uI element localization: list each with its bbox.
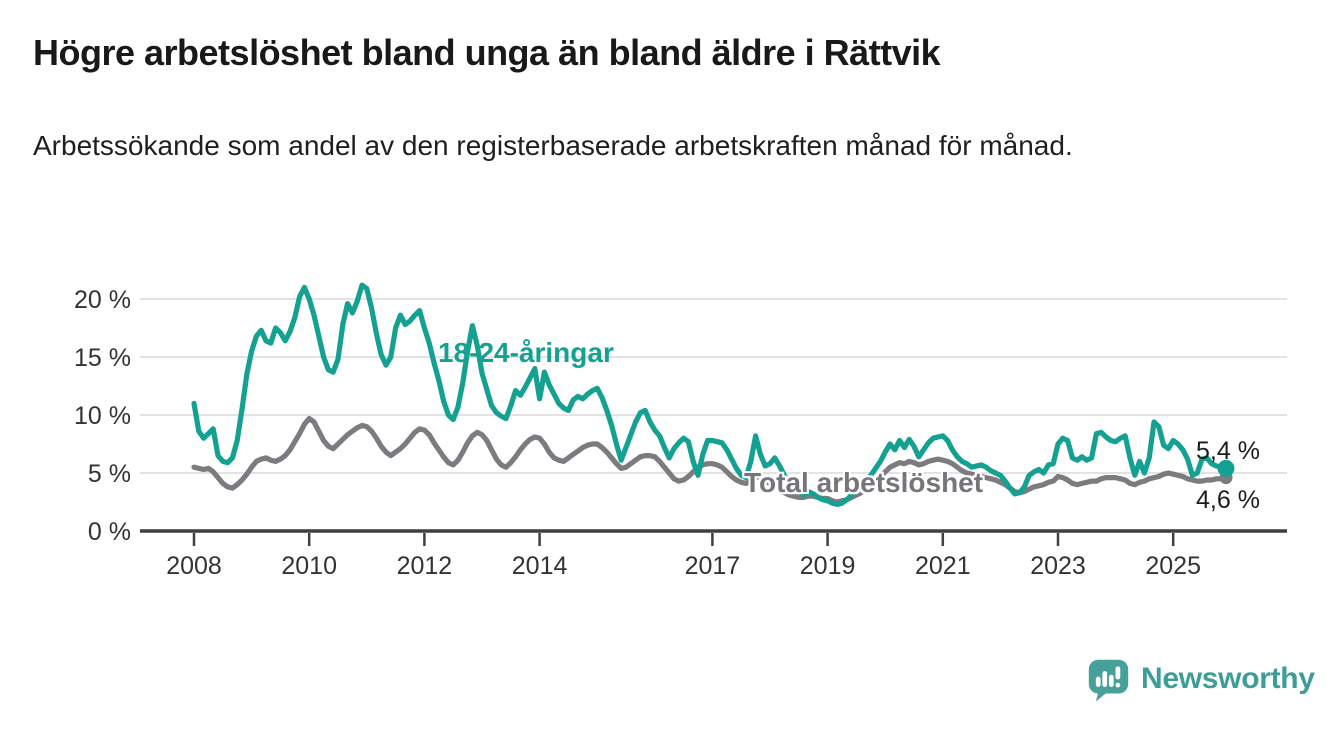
x-axis-tick-label: 2019 xyxy=(800,552,856,580)
newsworthy-wordmark: Newsworthy xyxy=(1141,662,1315,695)
newsworthy-logo[interactable]: Newsworthy xyxy=(1086,656,1315,702)
x-axis-tick-label: 2012 xyxy=(397,552,453,580)
series-label-total: Total arbetslöshet xyxy=(744,467,984,498)
y-axis-tick-label: 0 % xyxy=(88,518,131,546)
x-axis-tick-label: 2025 xyxy=(1145,552,1201,580)
x-axis-tick-label: 2008 xyxy=(166,552,222,580)
series-line-young xyxy=(191,282,1229,507)
x-axis-tick-label: 2010 xyxy=(281,552,337,580)
x-axis-tick-label: 2021 xyxy=(915,552,971,580)
y-axis-tick-label: 20 % xyxy=(74,286,131,314)
series-line-total xyxy=(191,415,1229,505)
y-axis-tick-label: 10 % xyxy=(74,402,131,430)
x-axis-tick-label: 2023 xyxy=(1030,552,1086,580)
chart-subtitle: Arbetssökande som andel av den registerb… xyxy=(33,130,1073,161)
newsworthy-bubble-chart-icon xyxy=(1086,656,1131,702)
page-title: Högre arbetslöshet bland unga än bland ä… xyxy=(33,32,941,73)
series-end-dot-young xyxy=(1217,459,1235,477)
end-value-total: 4,6 % xyxy=(1196,486,1260,514)
series-label-young: 18-24-åringar xyxy=(438,337,614,368)
y-axis-tick-label: 15 % xyxy=(74,344,131,372)
x-axis-tick-label: 2014 xyxy=(512,552,568,580)
x-axis-tick-label: 2017 xyxy=(685,552,741,580)
end-value-young: 5,4 % xyxy=(1196,437,1260,465)
y-axis-tick-label: 5 % xyxy=(88,460,131,488)
